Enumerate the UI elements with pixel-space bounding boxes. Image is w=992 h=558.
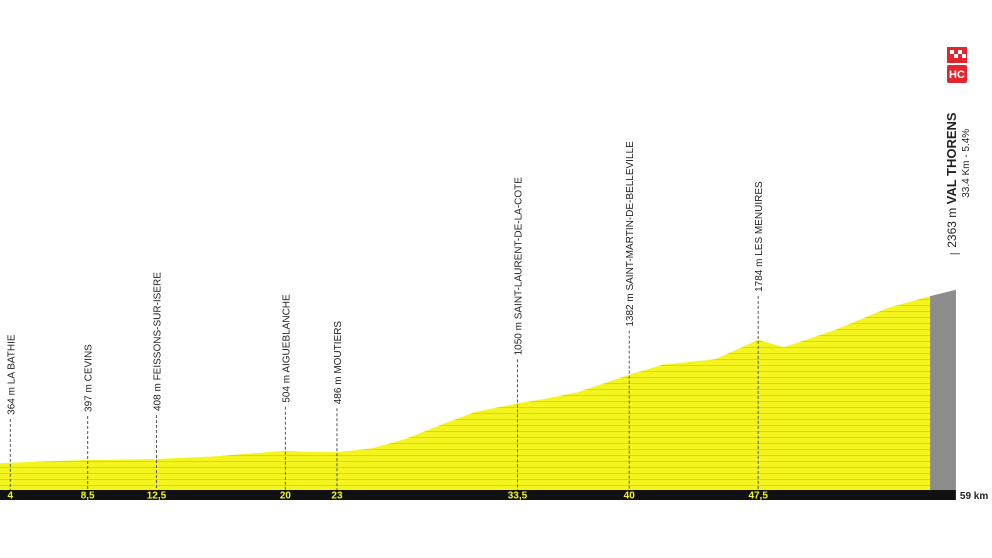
waypoint-label: 364 m LA BATHIE <box>6 334 17 415</box>
hatching <box>0 296 931 490</box>
finish-name: VAL THORENS <box>944 112 959 204</box>
x-tick-label: 40 <box>624 491 636 502</box>
distance-label: 59 km <box>960 491 988 502</box>
x-tick-label: 47,5 <box>748 491 768 502</box>
waypoint-label: 504 m AIGUEBLANCHE <box>281 294 292 403</box>
waypoint-label: 397 m CEVINS <box>84 344 95 412</box>
waypoint-label: 1784 m LES MENUIRES <box>754 181 765 292</box>
category-label: HC <box>949 69 965 81</box>
distance-bar <box>0 490 956 500</box>
finish-label: 2363 m VAL THORENS <box>944 112 959 248</box>
x-tick-label: 8,5 <box>81 491 95 502</box>
waypoint-label: 1382 m SAINT-MARTIN-DE-BELLEVILLE <box>625 141 636 327</box>
x-tick-label: 4 <box>8 491 14 502</box>
category-badge: HC <box>947 47 967 83</box>
waypoint-label: 408 m FEISSONS-SUR-ISERE <box>152 272 163 411</box>
x-tick-label: 20 <box>280 491 292 502</box>
x-tick-label: 33,5 <box>508 491 528 502</box>
x-tick-label: 12,5 <box>147 491 167 502</box>
finish-climb: 33.4 Km - 5.4% <box>961 129 972 198</box>
waypoint-label: 1050 m SAINT-LAURENT-DE-LA-COTE <box>513 177 524 356</box>
final_climb-area <box>930 289 956 490</box>
x-tick-label: 23 <box>331 491 343 502</box>
waypoint-label: 486 m MOUTIERS <box>333 321 344 405</box>
finish-altitude: 2363 m <box>945 208 959 248</box>
